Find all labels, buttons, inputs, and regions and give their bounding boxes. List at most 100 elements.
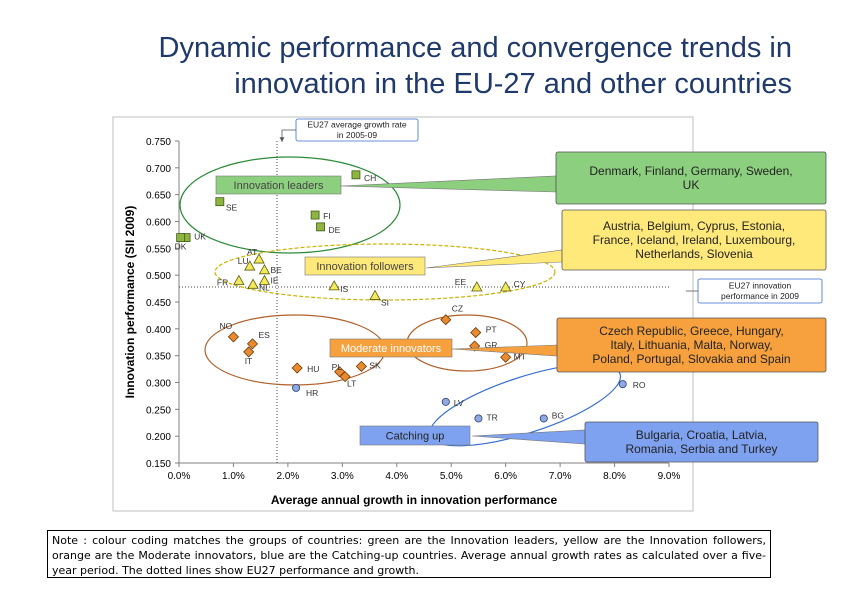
point-label: CY bbox=[514, 279, 526, 289]
point-hu: HU bbox=[291, 362, 319, 374]
marker-triangle bbox=[253, 253, 265, 264]
marker-square bbox=[176, 233, 186, 243]
point-label: GR bbox=[485, 340, 498, 350]
point-label: SE bbox=[226, 203, 238, 213]
marker-circle bbox=[292, 383, 301, 392]
eu27-growth-arrow bbox=[279, 129, 296, 142]
point-label: IS bbox=[340, 284, 348, 294]
y-tick-label: 0.350 bbox=[146, 352, 171, 363]
point-label: CH bbox=[364, 173, 376, 183]
x-axis-label: Average annual growth in innovation perf… bbox=[271, 493, 558, 507]
catching-label-box-text: Catching up bbox=[386, 431, 445, 443]
point-is: IS bbox=[328, 280, 349, 294]
leaders-label-box-text: Innovation leaders bbox=[234, 180, 324, 192]
x-tick-label: 7.0% bbox=[549, 471, 572, 482]
point-label: EE bbox=[455, 277, 467, 287]
marker-diamond bbox=[246, 338, 259, 350]
point-label: FI bbox=[323, 211, 331, 221]
marker-triangle bbox=[369, 289, 381, 300]
x-tick-label: 6.0% bbox=[494, 471, 517, 482]
marker-diamond bbox=[500, 351, 512, 363]
y-tick-label: 0.500 bbox=[146, 271, 171, 282]
moderate-label-box-text: Moderate innovators bbox=[341, 343, 442, 355]
point-label: NO bbox=[219, 321, 232, 331]
followers-list-callout-text: Austria, Belgium, Cyprus, Estonia, France… bbox=[593, 219, 796, 261]
point-ro: RO bbox=[618, 380, 646, 390]
marker-triangle bbox=[233, 274, 245, 285]
point-cz: CZ bbox=[440, 304, 463, 326]
marker-triangle bbox=[247, 278, 259, 289]
eu27-performance-callout: EU27 innovation performance in 2009 bbox=[697, 278, 823, 304]
marker-circle bbox=[474, 414, 483, 423]
marker-diamond bbox=[339, 371, 351, 383]
point-label: HU bbox=[307, 364, 319, 374]
point-label: CZ bbox=[452, 304, 463, 314]
point-fr: FR bbox=[217, 274, 245, 288]
point-nl: NL bbox=[247, 278, 270, 292]
eu27-growth-callout-text: EU27 average growth rate in 2005-09 bbox=[307, 120, 406, 141]
point-uk: UK bbox=[181, 232, 206, 243]
marker-circle bbox=[618, 380, 627, 389]
followers-label-box: Innovation followers bbox=[304, 256, 426, 276]
point-no: NO bbox=[219, 321, 240, 343]
point-label: SK bbox=[369, 360, 381, 370]
leaders-list-callout-text: Denmark, Finland, Germany, Sweden, UK bbox=[589, 164, 792, 192]
marker-triangle bbox=[499, 281, 512, 292]
point-label: UK bbox=[194, 232, 206, 242]
point-it: IT bbox=[243, 346, 255, 366]
point-label: PL bbox=[332, 362, 343, 372]
marker-triangle bbox=[258, 274, 271, 285]
y-tick-label: 0.300 bbox=[146, 379, 171, 390]
title-line-1: Dynamic performance and convergence tren… bbox=[158, 32, 793, 64]
point-label: DE bbox=[329, 225, 341, 235]
marker-triangle bbox=[328, 280, 340, 291]
y-axis-label: Innovation performance (SII 2009) bbox=[123, 206, 137, 399]
marker-diamond bbox=[355, 360, 367, 372]
point-mt: MT bbox=[500, 351, 526, 363]
footnote: Note : colour coding matches the groups … bbox=[47, 530, 771, 578]
point-at: AT bbox=[247, 247, 265, 264]
y-tick-label: 0.200 bbox=[146, 432, 171, 443]
eu27-performance-callout-text: EU27 innovation performance in 2009 bbox=[721, 281, 799, 302]
x-tick-label: 1.0% bbox=[222, 471, 245, 482]
y-tick-label: 0.750 bbox=[146, 137, 171, 148]
catching-list-callout-text: Bulgaria, Croatia, Latvia, Romania, Serbi… bbox=[625, 428, 777, 456]
x-tick-label: 2.0% bbox=[276, 471, 299, 482]
point-sk: SK bbox=[355, 360, 381, 372]
followers-label-box-text: Innovation followers bbox=[316, 261, 414, 273]
marker-square bbox=[310, 210, 320, 220]
marker-triangle bbox=[244, 260, 256, 271]
point-hr: HR bbox=[292, 383, 318, 398]
point-label: DK bbox=[175, 242, 187, 252]
y-tick-label: 0.250 bbox=[146, 405, 171, 416]
point-bg: BG bbox=[539, 410, 564, 423]
point-label: HR bbox=[306, 388, 318, 398]
point-label: BE bbox=[270, 265, 282, 275]
point-lu: LU bbox=[238, 256, 256, 271]
point-label: LU bbox=[238, 256, 249, 266]
catching-list-callout: Bulgaria, Croatia, Latvia, Romania, Serbi… bbox=[584, 421, 819, 463]
y-tick-label: 0.400 bbox=[146, 325, 171, 336]
y-tick-label: 0.450 bbox=[146, 298, 171, 309]
leaders-list-callout: Denmark, Finland, Germany, Sweden, UK bbox=[555, 151, 827, 205]
point-label: TR bbox=[486, 412, 497, 422]
point-label: AT bbox=[247, 247, 257, 257]
marker-triangle bbox=[471, 281, 483, 292]
eu27-growth-callout: EU27 average growth rate in 2005-09 bbox=[295, 118, 419, 142]
moderate-list-callout: Czech Republic, Greece, Hungary, Italy, L… bbox=[556, 317, 827, 373]
marker-circle bbox=[539, 414, 548, 423]
catching-pointer bbox=[471, 429, 586, 445]
x-tick-label: 9.0% bbox=[658, 471, 681, 482]
x-tick-label: 3.0% bbox=[331, 471, 354, 482]
point-label: ES bbox=[259, 330, 271, 340]
leaders-ellipse bbox=[179, 156, 401, 254]
y-tick-label: 0.150 bbox=[146, 459, 171, 470]
point-lv: LV bbox=[441, 397, 464, 408]
point-label: IT bbox=[245, 356, 253, 366]
chart-frame bbox=[112, 116, 694, 512]
x-tick-label: 5.0% bbox=[440, 471, 463, 482]
point-label: FR bbox=[217, 278, 228, 288]
point-label: PT bbox=[486, 325, 497, 335]
point-ch: CH bbox=[351, 170, 376, 183]
catching-label-box: Catching up bbox=[359, 425, 471, 446]
